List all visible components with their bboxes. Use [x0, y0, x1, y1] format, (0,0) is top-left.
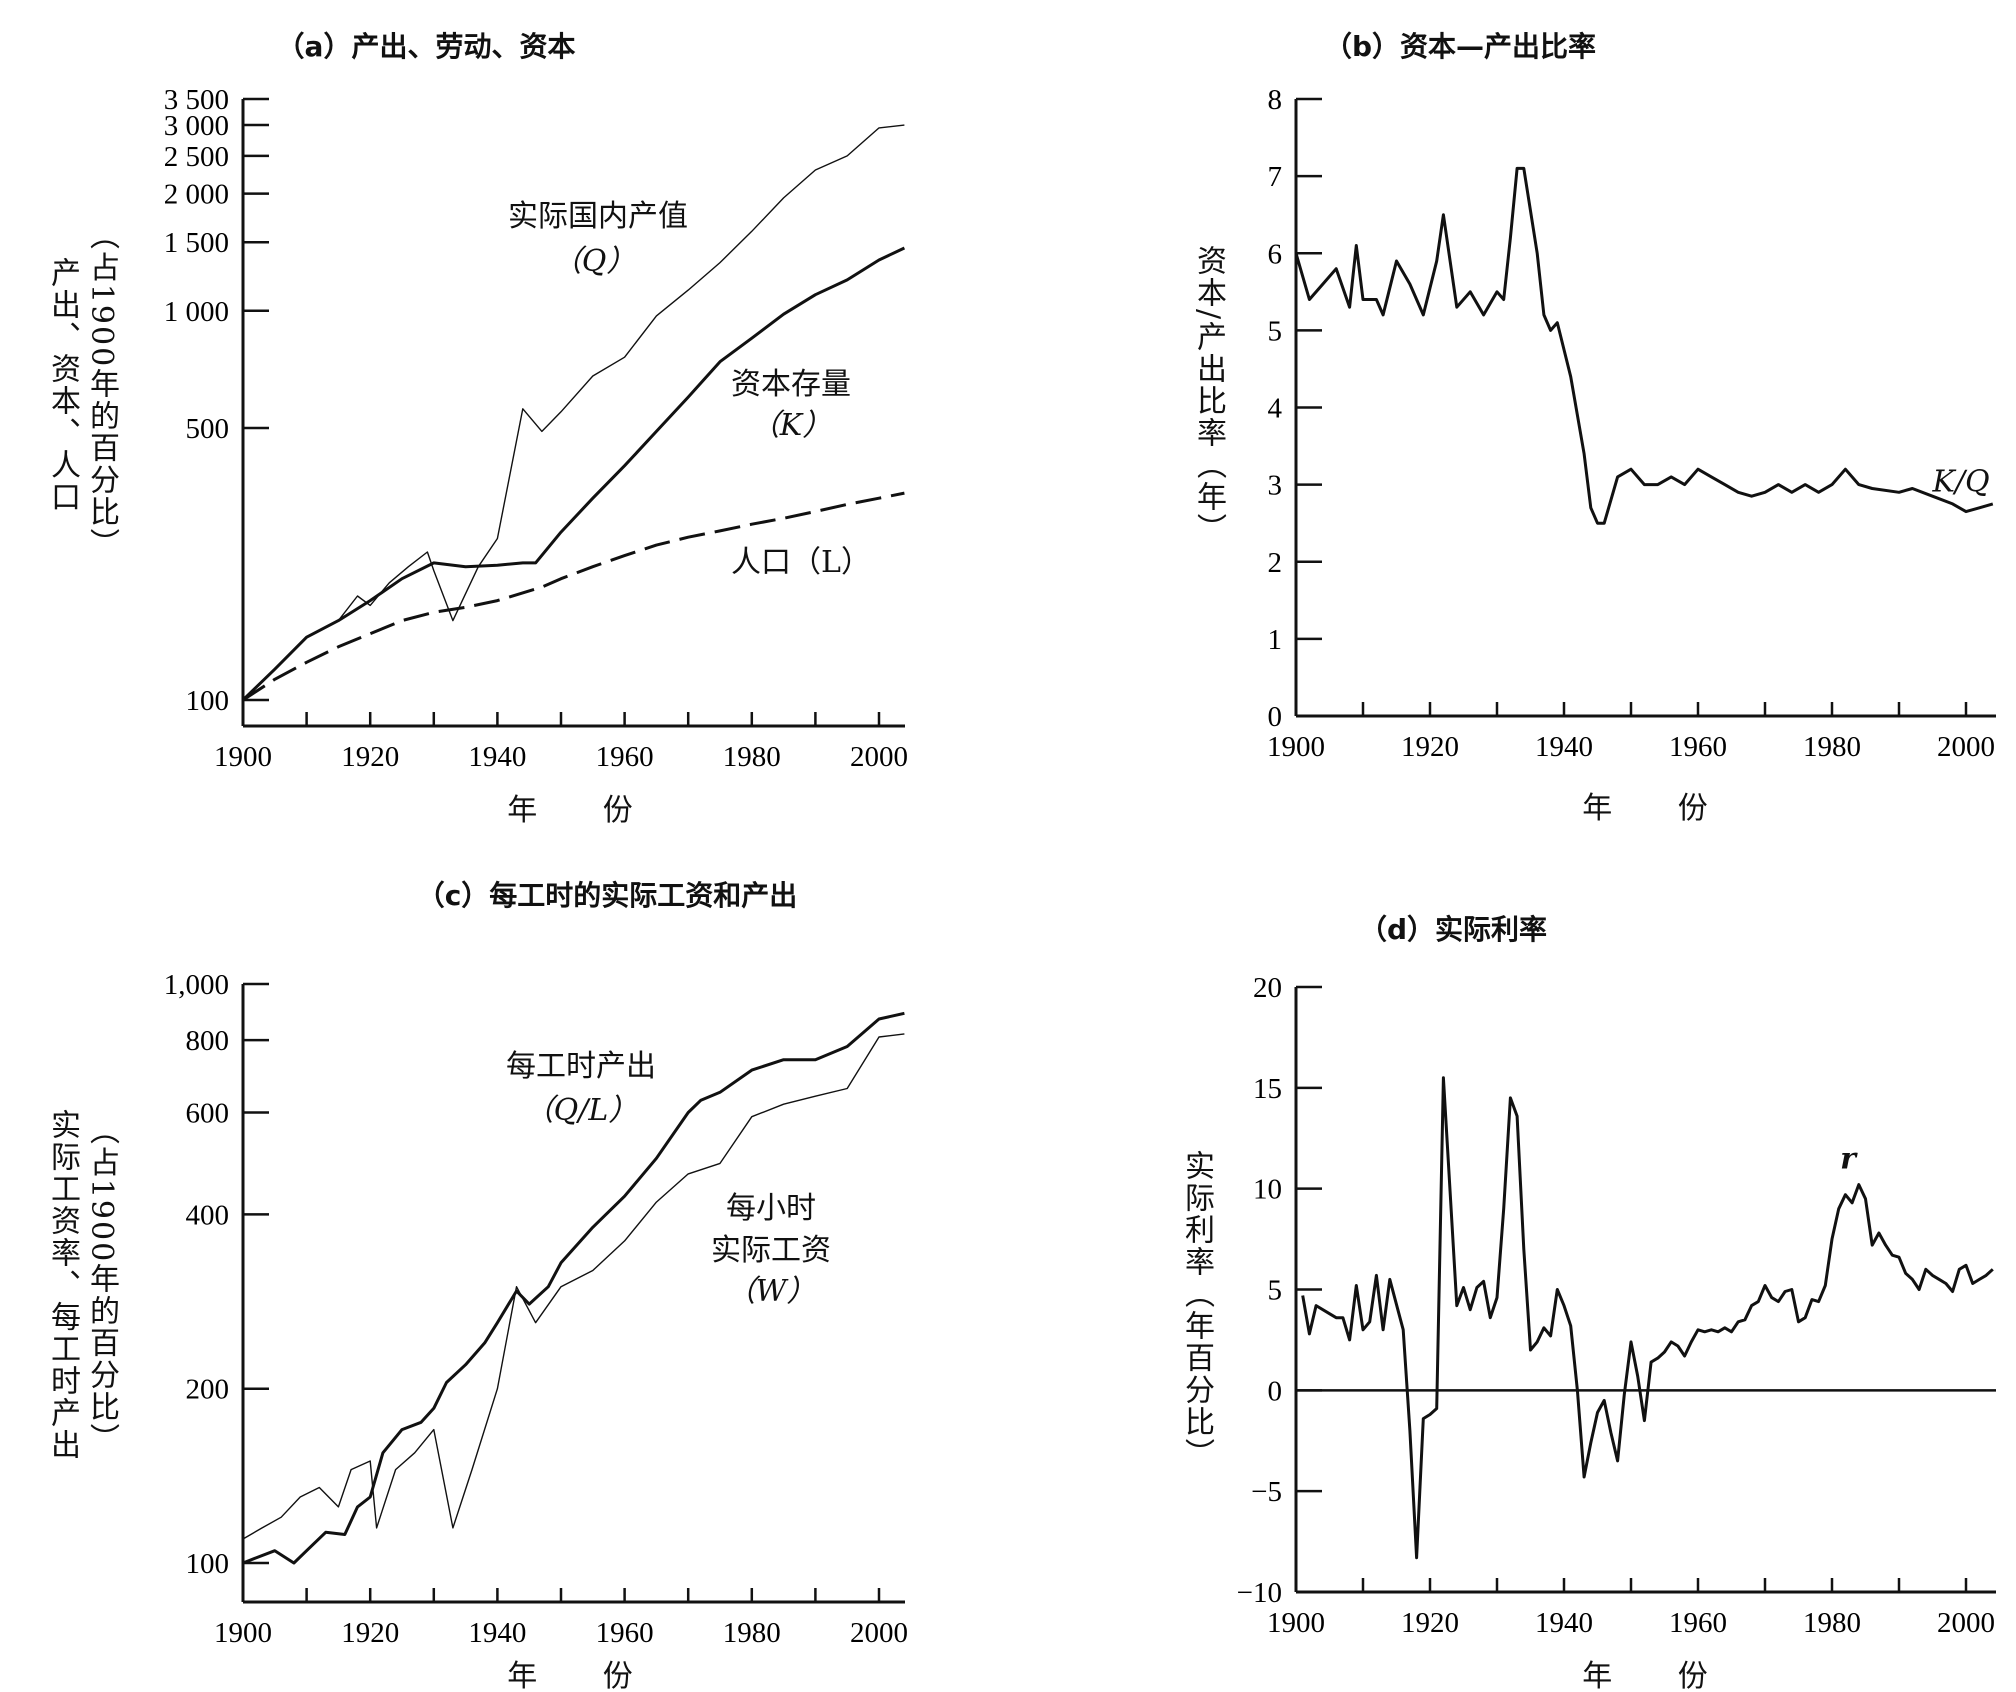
panel-a-y-tick-label: 2 500 — [164, 141, 229, 173]
panel-d-y-tick-label: 10 — [1253, 1174, 1282, 1206]
panel-d-y-tick-label: −10 — [1237, 1577, 1282, 1609]
panel-d-y-tick-label: 20 — [1253, 972, 1282, 1004]
panel-d-x-tick-label: 1900 — [1267, 1607, 1325, 1639]
panel-a-x-tick-label: 2000 — [850, 741, 908, 773]
panel-c-ylabel: 实际工资率、每工时产出 — [45, 1109, 80, 1461]
panel-b-y-tick-label: 1 — [1268, 624, 1283, 656]
panel-b-y-tick-label: 2 — [1268, 547, 1283, 579]
panel-a-x-tick-label: 1900 — [214, 741, 272, 773]
panel-a-xlabel: 年 份 — [507, 793, 661, 828]
panel-c-x-tick-label: 1900 — [214, 1617, 272, 1649]
panel-b-series-0-line — [1294, 166, 1994, 525]
panel-b-xlabel: 年 份 — [1582, 791, 1736, 826]
panel-b-x-tick-label: 1980 — [1803, 731, 1861, 763]
panel-d-y-tick-label: 15 — [1253, 1073, 1282, 1105]
panel-b-y-tick-label: 8 — [1268, 84, 1283, 116]
panel-c-y-tick-label: 600 — [186, 1097, 230, 1129]
panel-a-y-tick-label: 500 — [186, 413, 230, 445]
panel-a-y-tick-label: 2 000 — [164, 179, 229, 211]
panel-b-y-tick-label: 4 — [1268, 393, 1283, 425]
series-label-q: 实际国内产值 — [508, 199, 688, 234]
panel-a-x-tick-label: 1960 — [596, 741, 654, 773]
panel-a-series-1-line — [241, 246, 906, 702]
panel-d-series-0-line — [1301, 1076, 1994, 1560]
panel-b-y-tick-label: 0 — [1268, 701, 1283, 733]
panel-b-y-tick-label: 6 — [1268, 238, 1283, 270]
panel-a-y-tick-label: 100 — [186, 685, 230, 717]
panel-c-y-tick-label: 800 — [186, 1025, 230, 1057]
panel-a-x-tick-label: 1920 — [341, 741, 399, 773]
series-label-ql-symbol: （Q/L） — [523, 1093, 639, 1128]
panel-c-xlabel: 年 份 — [507, 1659, 661, 1692]
series-label-w-symbol: （W） — [725, 1274, 817, 1309]
panel-c-x-tick-label: 1960 — [596, 1617, 654, 1649]
panel-c-title: （c）每工时的实际工资和产出 — [416, 879, 798, 912]
panel-a-ylabel: 产出、资本、人口 — [45, 257, 80, 513]
panel-d-y-tick-label: 0 — [1268, 1375, 1283, 1407]
panel-a-y-tick-label: 1 500 — [164, 227, 229, 259]
panel-a-y-tick-label: 3 500 — [164, 84, 229, 116]
panel-d-x-tick-label: 1980 — [1803, 1607, 1861, 1639]
panel-b-y-tick-label: 5 — [1268, 315, 1283, 347]
panel-d-x-tick-label: 1940 — [1535, 1607, 1593, 1639]
series-label-k: 资本存量 — [731, 367, 851, 402]
panel-b-title: （b）资本—产出比率 — [1323, 30, 1597, 63]
panel-c-y-tick-label: 400 — [186, 1199, 230, 1231]
panel-a-series-2-line — [242, 491, 905, 702]
panel-c-y-tick-label: 1,000 — [164, 969, 229, 1001]
panel-a-x-tick-label: 1940 — [468, 741, 526, 773]
panel-d-xlabel: 年 份 — [1582, 1659, 1736, 1692]
panel-c-x-tick-label: 1920 — [341, 1617, 399, 1649]
series-label-k-symbol: （K） — [749, 408, 833, 443]
panel-c-x-tick-label: 1980 — [723, 1617, 781, 1649]
panel-a-series-0-line — [242, 124, 905, 701]
panel-d-y-tick-label: 5 — [1268, 1275, 1283, 1307]
series-label-ql: 每工时产出 — [506, 1049, 656, 1084]
panel-a-y-tick-label: 3 000 — [164, 110, 229, 142]
panel-b-x-tick-label: 1940 — [1535, 731, 1593, 763]
panel-d-x-tick-label: 2000 — [1937, 1607, 1995, 1639]
panel-c-x-tick-label: 1940 — [468, 1617, 526, 1649]
panel-d-y-tick-label: −5 — [1251, 1476, 1282, 1508]
series-label-kq: K/Q — [1932, 464, 1990, 500]
panel-a-y-tick-label: 1 000 — [164, 296, 229, 328]
panel-a-title: （a）产出、劳动、资本 — [276, 30, 576, 63]
panel-c-series-1-line — [242, 1033, 905, 1540]
panel-c-ylabel-unit: （占1900年的百分比） — [84, 1114, 119, 1456]
panel-a-ylabel-unit: （占1900年的百分比） — [84, 219, 119, 561]
panel-b-x-tick-label: 1920 — [1401, 731, 1459, 763]
series-label-q-symbol: （Q） — [551, 244, 637, 279]
panel-b-y-tick-label: 3 — [1268, 470, 1283, 502]
panel-d-x-tick-label: 1920 — [1401, 1607, 1459, 1639]
panel-d-title: （d）实际利率 — [1358, 913, 1548, 946]
panel-b-x-tick-label: 2000 — [1937, 731, 1995, 763]
panel-b-y-tick-label: 7 — [1268, 161, 1283, 193]
panel-b-x-tick-label: 1960 — [1669, 731, 1727, 763]
series-label-w-line1: 每小时 — [726, 1191, 816, 1226]
panel-c-y-tick-label: 100 — [186, 1548, 230, 1580]
panel-b-ylabel: 资本/产出比率（年） — [1191, 244, 1226, 546]
panel-c-y-tick-label: 200 — [186, 1374, 230, 1406]
panel-d-ylabel: 实际利率（年百分比） — [1179, 1150, 1214, 1470]
panel-c-series-0-line — [242, 1011, 905, 1565]
panel-a-x-tick-label: 1980 — [723, 741, 781, 773]
panel-b-x-tick-label: 1900 — [1267, 731, 1325, 763]
series-label-l: 人口（L） — [731, 545, 871, 580]
panel-d-x-tick-label: 1960 — [1669, 1607, 1727, 1639]
panel-c-x-tick-label: 2000 — [850, 1617, 908, 1649]
series-label-w-line2: 实际工资 — [711, 1233, 831, 1268]
series-label-r: r — [1840, 1141, 1856, 1177]
